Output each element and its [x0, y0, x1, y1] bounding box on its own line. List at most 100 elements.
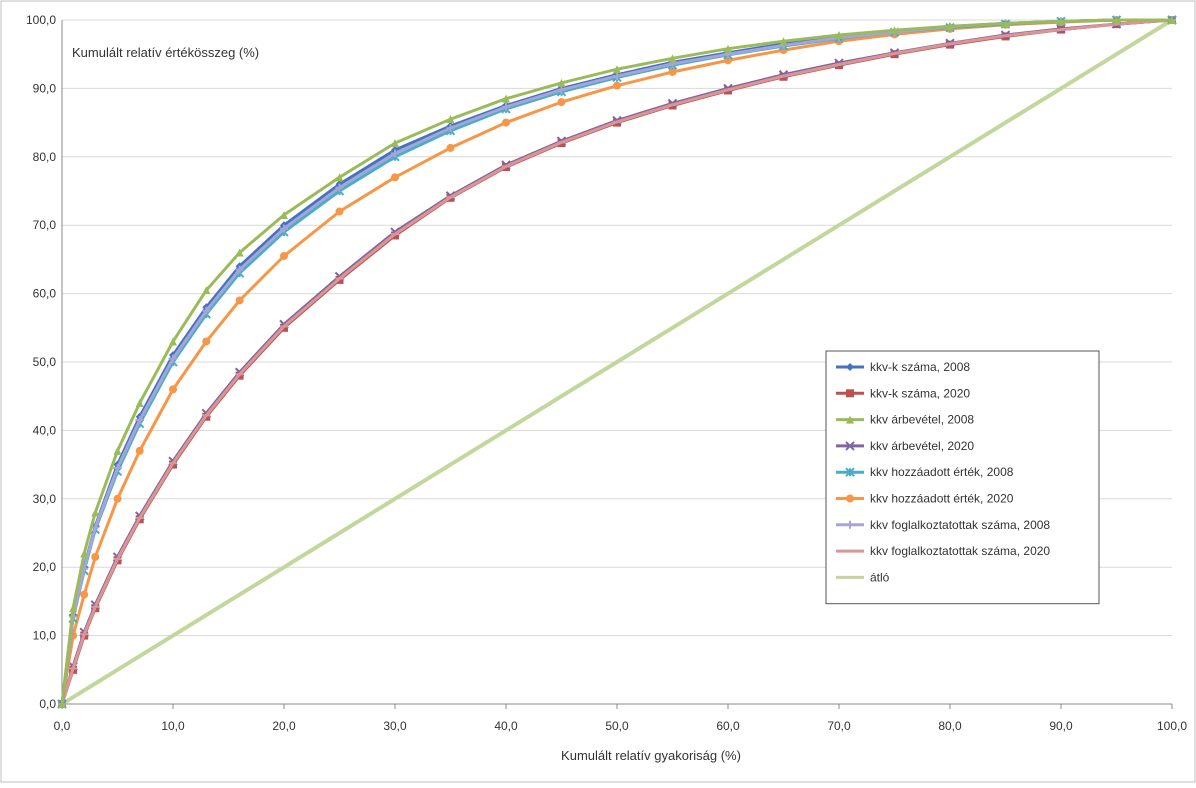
- legend-label: kkv hozzáadott érték, 2020: [870, 492, 1014, 506]
- x-tick-label: 40,0: [494, 719, 518, 733]
- series-group: [57, 15, 1177, 709]
- data-point: [235, 265, 244, 274]
- legend-item: kkv-k száma, 2020: [836, 386, 970, 400]
- legend-item: kkv foglalkoztatottak száma, 2020: [836, 544, 1050, 558]
- data-point: [235, 296, 244, 305]
- data-point: [890, 26, 899, 35]
- data-point: [80, 549, 89, 558]
- data-point: [724, 56, 732, 65]
- data-point: [846, 363, 854, 371]
- x-tick-label: 100,0: [1157, 719, 1187, 733]
- data-point: [613, 81, 621, 90]
- data-point: [502, 118, 510, 127]
- data-point: [446, 124, 455, 133]
- y-tick-label: 100,0: [26, 13, 56, 27]
- data-point: [557, 78, 566, 87]
- y-tick-label: 80,0: [33, 150, 57, 164]
- legend-label: kkv árbevétel, 2008: [870, 413, 974, 427]
- data-point: [91, 552, 100, 561]
- data-point: [946, 22, 954, 31]
- x-tick-label: 80,0: [938, 719, 962, 733]
- y-tick-label: 70,0: [33, 218, 57, 232]
- data-point: [446, 143, 455, 152]
- data-point: [668, 67, 677, 76]
- data-point: [202, 286, 211, 295]
- legend-item: kkv árbevétel, 2008: [836, 413, 974, 427]
- data-point: [1112, 16, 1121, 24]
- legend-label: kkv hozzáadott érték, 2008: [870, 465, 1014, 479]
- x-tick-label: 70,0: [827, 719, 851, 733]
- data-point: [391, 149, 399, 158]
- y-axis-title: Kumulált relatív értékösszeg (%): [72, 45, 259, 60]
- legend-label: kkv foglalkoztatottak száma, 2008: [870, 518, 1050, 532]
- data-point: [846, 415, 854, 424]
- data-point: [557, 85, 566, 94]
- axes: 0,0 10,0 20,0 30,0 40,0 50,0 60,0 70,0 80,0 90,0 1…: [26, 13, 1187, 733]
- series-line: [60, 18, 1174, 706]
- data-point: [335, 173, 344, 182]
- legend: kkv-k száma, 2008 kkv-k száma, 2020 kkv ár…: [825, 350, 1100, 605]
- x-tick-label: 90,0: [1049, 719, 1073, 733]
- data-point: [113, 494, 122, 503]
- legend-label: kkv-k száma, 2020: [870, 386, 970, 400]
- y-tick-label: 60,0: [33, 287, 57, 301]
- data-point: [235, 248, 244, 257]
- legend-item: kkv hozzáadott érték, 2020: [836, 492, 1014, 506]
- data-point: [846, 494, 854, 503]
- data-point: [280, 210, 288, 219]
- data-point: [613, 65, 621, 74]
- data-point: [113, 464, 122, 473]
- data-point: [1001, 19, 1010, 28]
- y-tick-label: 0,0: [39, 697, 56, 711]
- data-point: [280, 224, 288, 233]
- data-point: [58, 700, 66, 708]
- series-line: [60, 18, 1172, 705]
- data-point: [169, 385, 177, 394]
- x-tick-label: 30,0: [383, 719, 407, 733]
- data-point: [69, 604, 78, 613]
- y-tick-label: 30,0: [33, 492, 57, 506]
- x-tick-label: 20,0: [272, 719, 296, 733]
- legend-label: átló: [870, 570, 890, 584]
- y-tick-label: 10,0: [33, 629, 57, 643]
- y-tick-label: 50,0: [33, 355, 57, 369]
- y-tick-label: 20,0: [33, 560, 57, 574]
- y-tick-label: 40,0: [33, 423, 57, 437]
- series-8: [60, 18, 1174, 706]
- legend-box: [825, 350, 1100, 605]
- data-point: [135, 446, 144, 455]
- data-point: [80, 590, 89, 599]
- data-point: [613, 72, 621, 81]
- series-line: [60, 18, 1173, 705]
- data-point: [557, 98, 566, 107]
- legend-item: kkv hozzáadott érték, 2008: [836, 465, 1014, 479]
- data-point: [169, 354, 177, 363]
- data-point: [335, 207, 344, 216]
- legend-label: kkv-k száma, 2008: [870, 360, 970, 374]
- data-point: [113, 446, 122, 455]
- data-point: [446, 115, 455, 124]
- data-point: [668, 54, 677, 63]
- series-7: [58, 18, 1176, 705]
- data-point: [391, 139, 399, 148]
- data-point: [335, 183, 344, 192]
- data-point: [502, 94, 510, 103]
- series-2: [58, 16, 1176, 708]
- data-point: [845, 467, 855, 477]
- data-point: [779, 37, 788, 46]
- legend-label: kkv árbevétel, 2020: [870, 439, 974, 453]
- x-tick-label: 50,0: [605, 719, 629, 733]
- x-tick-label: 60,0: [716, 719, 740, 733]
- data-point: [202, 306, 211, 315]
- data-point: [846, 520, 854, 529]
- data-point: [835, 31, 843, 40]
- legend-item: kkv-k száma, 2008: [836, 360, 970, 374]
- data-point: [1168, 16, 1176, 24]
- data-point: [135, 416, 144, 425]
- x-axis-title: Kumulált relatív gyakoriság (%): [561, 748, 741, 763]
- x-tick-label: 0,0: [54, 719, 71, 733]
- x-tick-label: 10,0: [161, 719, 185, 733]
- data-point: [169, 337, 177, 346]
